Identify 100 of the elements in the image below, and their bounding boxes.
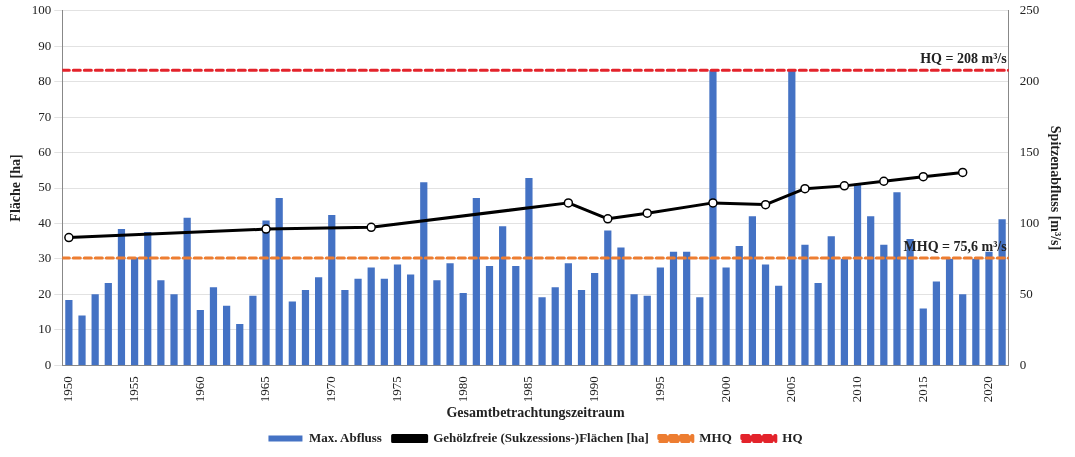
x-tick-label: 1990 bbox=[586, 376, 602, 403]
bar bbox=[288, 301, 296, 366]
x-tick-label: 1965 bbox=[257, 376, 273, 403]
point bbox=[642, 208, 652, 218]
bar bbox=[867, 216, 875, 366]
annotation: HQ = 208 m³/s bbox=[920, 50, 1008, 66]
bar bbox=[643, 295, 651, 366]
bar bbox=[420, 182, 428, 366]
bar bbox=[209, 287, 218, 366]
bar bbox=[130, 257, 139, 366]
y-tick-label: 10 bbox=[38, 321, 52, 337]
bar bbox=[827, 236, 835, 366]
x-tick-label: 2010 bbox=[848, 376, 864, 403]
bar bbox=[485, 265, 494, 366]
bar bbox=[525, 178, 533, 366]
y2-tick-label: 0 bbox=[1019, 356, 1027, 372]
bar bbox=[761, 264, 770, 366]
bar bbox=[775, 285, 783, 366]
x-tick-label: 2020 bbox=[980, 376, 996, 403]
y-tick-label: 50 bbox=[38, 179, 52, 195]
bar bbox=[170, 294, 178, 366]
legend-label: Max. Abfluss bbox=[308, 429, 382, 445]
bar bbox=[196, 309, 204, 366]
bar bbox=[301, 290, 310, 366]
bar bbox=[591, 273, 599, 366]
bar bbox=[117, 229, 126, 366]
x-tick-label: 2000 bbox=[717, 376, 733, 403]
y2-axis-title: Spitzenabfluss [m³/s] bbox=[1047, 125, 1063, 251]
bar bbox=[919, 308, 927, 366]
bar bbox=[709, 70, 717, 366]
point bbox=[261, 224, 271, 234]
bar bbox=[683, 251, 691, 366]
bar bbox=[499, 226, 507, 366]
y-axis-title: Fläche [ha] bbox=[8, 154, 24, 222]
bar bbox=[393, 264, 402, 366]
bar bbox=[604, 230, 612, 366]
bar bbox=[78, 315, 86, 366]
point bbox=[918, 171, 929, 182]
bar bbox=[328, 214, 336, 366]
x-tick-label: 2015 bbox=[914, 376, 930, 403]
y-tick-label: 100 bbox=[31, 2, 52, 18]
bar bbox=[236, 324, 244, 366]
bar bbox=[262, 220, 270, 366]
point bbox=[64, 232, 74, 243]
point bbox=[366, 222, 376, 233]
x-tick-label: 2005 bbox=[783, 376, 799, 403]
legend-label: MHQ bbox=[699, 429, 732, 445]
bar bbox=[577, 290, 586, 366]
bar bbox=[814, 282, 822, 366]
bar bbox=[249, 295, 257, 366]
bar bbox=[341, 290, 349, 366]
x-tick-label: 1950 bbox=[60, 376, 76, 403]
y-tick-label: 0 bbox=[44, 356, 52, 372]
bar bbox=[972, 258, 980, 366]
bar bbox=[354, 278, 362, 366]
bar bbox=[985, 251, 993, 366]
bar bbox=[630, 294, 638, 366]
point bbox=[708, 198, 718, 208]
bar bbox=[564, 263, 572, 366]
bar bbox=[104, 282, 112, 366]
y-tick-label: 20 bbox=[38, 285, 52, 301]
bar bbox=[617, 247, 625, 366]
y-tick-label: 70 bbox=[38, 108, 52, 124]
bar bbox=[512, 265, 520, 366]
bar bbox=[893, 192, 901, 366]
y2-tick-label: 150 bbox=[1019, 143, 1040, 159]
bar bbox=[853, 183, 862, 366]
bar bbox=[407, 274, 415, 366]
y2-tick-label: 200 bbox=[1019, 73, 1040, 89]
bar bbox=[315, 277, 323, 366]
legend-label: HQ bbox=[782, 429, 803, 445]
bar bbox=[932, 281, 941, 366]
x-tick-label: 1960 bbox=[191, 376, 207, 403]
y-tick-label: 60 bbox=[38, 143, 52, 159]
y-tick-label: 40 bbox=[38, 214, 52, 230]
bar bbox=[275, 197, 283, 366]
x-tick-label: 1985 bbox=[520, 376, 536, 403]
x-tick-label: 1975 bbox=[388, 376, 404, 403]
bar bbox=[696, 297, 704, 366]
bar bbox=[446, 263, 454, 366]
bar bbox=[144, 231, 152, 366]
point bbox=[800, 183, 810, 194]
point bbox=[839, 181, 850, 191]
bar bbox=[459, 292, 467, 366]
bar bbox=[551, 287, 559, 366]
bar bbox=[183, 217, 191, 366]
x-tick-label: 1970 bbox=[323, 376, 339, 403]
bar bbox=[380, 278, 388, 366]
bar bbox=[669, 251, 678, 366]
bar bbox=[433, 280, 441, 366]
bar bbox=[748, 216, 756, 366]
bar bbox=[222, 305, 231, 366]
bar bbox=[538, 297, 546, 366]
bar bbox=[880, 244, 888, 366]
point bbox=[957, 167, 968, 178]
point bbox=[563, 198, 574, 208]
y-tick-label: 80 bbox=[38, 73, 52, 89]
point bbox=[603, 214, 613, 224]
bar bbox=[945, 258, 954, 366]
bar bbox=[801, 244, 809, 366]
